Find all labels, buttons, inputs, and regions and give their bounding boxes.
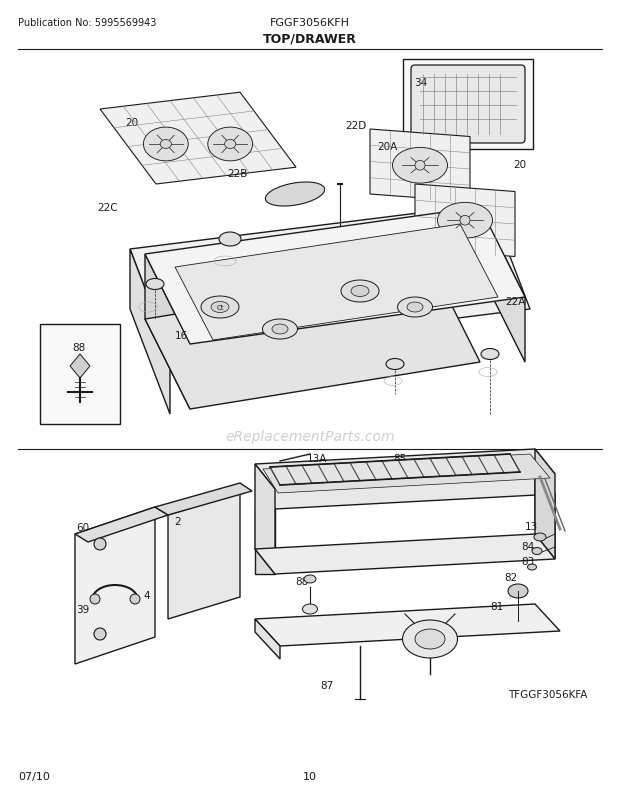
Text: 22: 22: [394, 297, 407, 306]
Circle shape: [130, 594, 140, 604]
Ellipse shape: [534, 533, 546, 541]
Text: 88: 88: [72, 342, 86, 353]
Polygon shape: [75, 508, 155, 664]
Text: 07/10: 07/10: [18, 771, 50, 781]
Text: 20: 20: [125, 118, 138, 128]
Polygon shape: [255, 464, 275, 574]
Ellipse shape: [392, 148, 448, 184]
Ellipse shape: [460, 216, 470, 226]
Circle shape: [94, 538, 106, 550]
Ellipse shape: [304, 575, 316, 583]
Polygon shape: [155, 484, 252, 516]
Ellipse shape: [351, 286, 369, 297]
Ellipse shape: [386, 359, 404, 370]
Ellipse shape: [303, 604, 317, 614]
Ellipse shape: [407, 302, 423, 313]
Text: 84: 84: [521, 541, 534, 551]
Ellipse shape: [397, 298, 433, 318]
Text: 85: 85: [393, 453, 407, 464]
Polygon shape: [255, 534, 555, 574]
Ellipse shape: [160, 140, 171, 149]
Ellipse shape: [146, 279, 164, 290]
Text: 22B: 22B: [227, 168, 247, 179]
Polygon shape: [255, 449, 555, 489]
Polygon shape: [75, 508, 168, 542]
Ellipse shape: [272, 325, 288, 334]
Polygon shape: [145, 255, 190, 410]
Text: 1: 1: [505, 467, 511, 476]
Text: Publication No: 5995569943: Publication No: 5995569943: [18, 18, 156, 28]
Text: TOP/DRAWER: TOP/DRAWER: [263, 32, 357, 45]
Ellipse shape: [415, 630, 445, 649]
Text: TFGGF3056KFA: TFGGF3056KFA: [508, 689, 587, 699]
Text: 10: 10: [303, 771, 317, 781]
Polygon shape: [145, 273, 480, 410]
Ellipse shape: [262, 320, 298, 339]
Polygon shape: [370, 130, 470, 202]
Text: Ct: Ct: [216, 305, 224, 310]
Polygon shape: [255, 509, 275, 574]
Ellipse shape: [415, 161, 425, 171]
FancyBboxPatch shape: [411, 66, 525, 144]
Circle shape: [90, 594, 100, 604]
Ellipse shape: [211, 302, 229, 313]
Text: 4: 4: [143, 590, 149, 600]
Ellipse shape: [208, 128, 252, 162]
Text: 20: 20: [513, 160, 526, 170]
Polygon shape: [168, 493, 240, 619]
Text: 39: 39: [76, 604, 89, 614]
Ellipse shape: [508, 585, 528, 598]
Text: 22C: 22C: [97, 203, 118, 213]
Polygon shape: [175, 225, 498, 341]
Text: 87: 87: [321, 680, 334, 691]
Polygon shape: [480, 208, 525, 363]
Ellipse shape: [143, 128, 188, 162]
Ellipse shape: [438, 203, 492, 239]
Ellipse shape: [402, 620, 458, 658]
Polygon shape: [70, 354, 90, 379]
Ellipse shape: [532, 548, 542, 555]
Polygon shape: [145, 208, 525, 345]
Polygon shape: [270, 455, 520, 485]
Text: 34: 34: [414, 78, 427, 88]
Ellipse shape: [224, 140, 236, 149]
Polygon shape: [100, 93, 296, 184]
Text: 88: 88: [295, 577, 308, 586]
Text: eReplacementParts.com: eReplacementParts.com: [225, 429, 395, 444]
Text: 22A: 22A: [505, 297, 525, 306]
Text: 2: 2: [174, 516, 180, 526]
Polygon shape: [535, 449, 555, 559]
Ellipse shape: [528, 565, 536, 570]
Text: 22D: 22D: [345, 121, 366, 131]
Polygon shape: [535, 460, 555, 559]
Text: 16: 16: [175, 330, 188, 341]
Polygon shape: [255, 460, 555, 509]
Text: 81: 81: [490, 602, 503, 611]
Text: 82: 82: [504, 573, 517, 582]
Text: 13: 13: [525, 521, 538, 532]
Ellipse shape: [201, 297, 239, 318]
Text: 60: 60: [76, 522, 89, 533]
Ellipse shape: [219, 233, 241, 247]
FancyBboxPatch shape: [40, 325, 120, 424]
Polygon shape: [263, 455, 550, 493]
Polygon shape: [130, 249, 170, 415]
Text: 13A: 13A: [307, 453, 327, 464]
Polygon shape: [415, 184, 515, 257]
Ellipse shape: [265, 183, 325, 207]
Circle shape: [94, 628, 106, 640]
Polygon shape: [130, 205, 530, 354]
FancyBboxPatch shape: [403, 60, 533, 150]
Ellipse shape: [481, 349, 499, 360]
Ellipse shape: [341, 281, 379, 302]
Text: FGGF3056KFH: FGGF3056KFH: [270, 18, 350, 28]
Polygon shape: [255, 604, 560, 646]
Polygon shape: [255, 619, 280, 659]
Text: 83: 83: [521, 557, 534, 566]
Text: 20A: 20A: [377, 142, 397, 152]
